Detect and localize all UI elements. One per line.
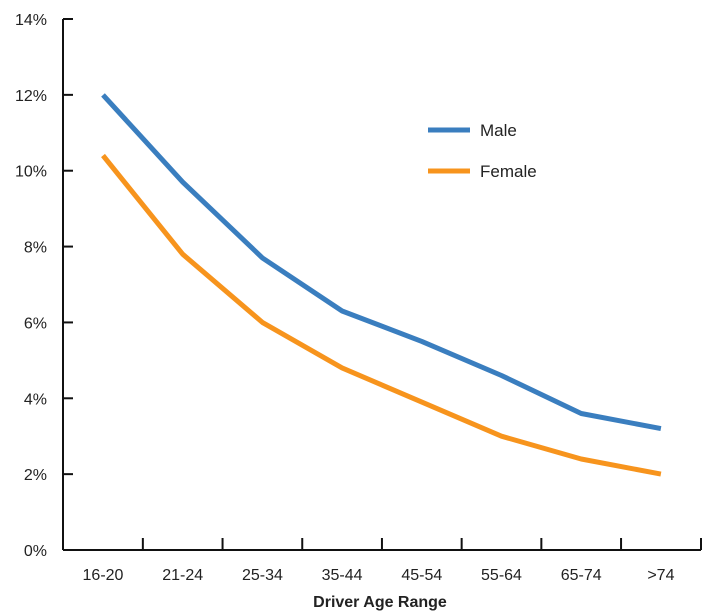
- x-tick-label: 21-24: [162, 567, 203, 584]
- x-axis-title: Driver Age Range: [313, 594, 447, 611]
- y-tick-label: 6%: [24, 315, 47, 332]
- x-tick-label: 16-20: [83, 567, 124, 584]
- y-tick-label: 2%: [24, 467, 47, 484]
- x-tick-label: 35-44: [322, 567, 363, 584]
- axes: [62, 19, 701, 551]
- x-tick-label: 55-64: [481, 567, 522, 584]
- y-tick-label: 4%: [24, 391, 47, 408]
- y-tick-label: 8%: [24, 240, 47, 257]
- legend-label-female: Female: [480, 162, 537, 181]
- y-ticks: 0% 2% 4% 6% 8% 10% 12% 14%: [15, 12, 73, 560]
- legend: Male Female: [428, 121, 537, 181]
- x-ticks: 16-20 21-24 25-34 35-44 45-54 55-64 65-74 >74: [83, 538, 702, 584]
- y-tick-label: 10%: [15, 164, 47, 181]
- x-tick-label: 45-54: [401, 567, 442, 584]
- y-tick-label: 14%: [15, 12, 47, 29]
- series-line-female: [101, 153, 662, 477]
- y-tick-label: 0%: [24, 543, 47, 560]
- series-lines: [101, 93, 662, 477]
- y-tick-label: 12%: [15, 88, 47, 105]
- x-tick-label: >74: [647, 567, 674, 584]
- legend-label-male: Male: [480, 121, 517, 140]
- x-tick-label: 25-34: [242, 567, 283, 584]
- series-line-male: [101, 93, 662, 432]
- x-tick-label: 65-74: [561, 567, 602, 584]
